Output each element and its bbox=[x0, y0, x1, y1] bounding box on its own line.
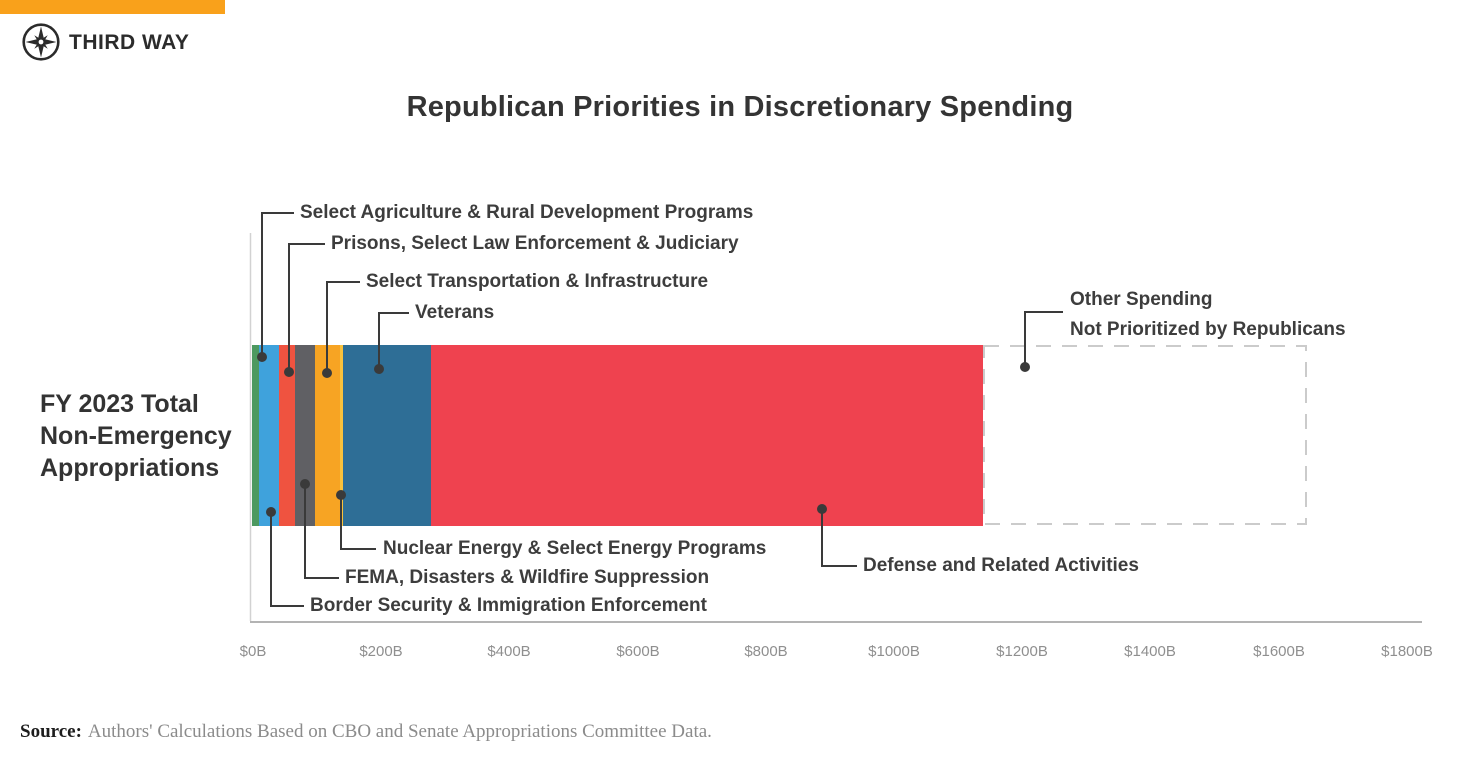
segment-fema bbox=[295, 345, 315, 526]
segment-nuclear-energy bbox=[340, 345, 343, 526]
x-tick-400b: $400B bbox=[487, 643, 531, 660]
callout-nuclear: Nuclear Energy & Select Energy Programs bbox=[383, 538, 767, 559]
segment-border-security bbox=[259, 345, 279, 526]
callout-fema: FEMA, Disasters & Wildfire Suppression bbox=[345, 567, 710, 588]
x-tick-0b: $0B bbox=[239, 643, 267, 660]
x-tick-1400b: $1400B bbox=[1124, 643, 1176, 660]
compass-logo-icon bbox=[22, 23, 60, 61]
source-text: Authors' Calculations Based on CBO and S… bbox=[87, 721, 712, 742]
x-tick-1200b: $1200B bbox=[996, 643, 1048, 660]
callout-veterans: Veterans bbox=[415, 302, 495, 323]
y-axis-label-line1: FY 2023 Total bbox=[40, 390, 199, 418]
other-spending-dashed-box bbox=[983, 345, 1307, 525]
segment-veterans bbox=[343, 345, 431, 526]
callout-other-spending-line1: Other Spending bbox=[1070, 289, 1213, 310]
leader-other-spending bbox=[1024, 311, 1063, 367]
x-tick-800b: $800B bbox=[744, 643, 788, 660]
y-axis-label-line2: Non-Emergency bbox=[40, 422, 232, 450]
brand-accent-bar bbox=[0, 0, 225, 14]
source-line: Source: Authors' Calculations Based on CB… bbox=[20, 721, 712, 743]
callout-border-security: Border Security & Immigration Enforcemen… bbox=[310, 595, 707, 616]
x-tick-1600b: $1600B bbox=[1253, 643, 1305, 660]
stacked-bar bbox=[252, 345, 983, 526]
segment-agriculture bbox=[252, 345, 259, 526]
callout-other-spending-line2: Not Prioritized by Republicans bbox=[1070, 319, 1346, 340]
x-tick-1800b: $1800B bbox=[1381, 643, 1433, 660]
x-tick-1000b: $1000B bbox=[868, 643, 920, 660]
chart-title: Republican Priorities in Discretionary S… bbox=[406, 91, 1074, 123]
y-axis-label: FY 2023 Total Non-Emergency Appropriatio… bbox=[40, 388, 232, 484]
callout-transportation: Select Transportation & Infrastructure bbox=[366, 271, 709, 292]
leader-border-security bbox=[270, 512, 304, 607]
dot-other-spending bbox=[1020, 362, 1030, 372]
brand-wordmark: THIRD WAY bbox=[69, 31, 190, 54]
segment-transportation bbox=[315, 345, 340, 526]
callout-defense: Defense and Related Activities bbox=[863, 555, 1139, 576]
segment-prisons bbox=[279, 345, 295, 526]
x-tick-200b: $200B bbox=[359, 643, 403, 660]
leader-agriculture bbox=[261, 212, 294, 357]
callout-other-spending: Other Spending Not Prioritized by Republ… bbox=[1070, 285, 1346, 345]
y-axis-label-line3: Appropriations bbox=[40, 454, 220, 482]
segment-defense bbox=[431, 345, 983, 526]
x-tick-600b: $600B bbox=[616, 643, 660, 660]
callout-prisons: Prisons, Select Law Enforcement & Judici… bbox=[331, 233, 739, 254]
callout-agriculture: Select Agriculture & Rural Development P… bbox=[300, 202, 754, 223]
source-label: Source: bbox=[20, 721, 82, 742]
